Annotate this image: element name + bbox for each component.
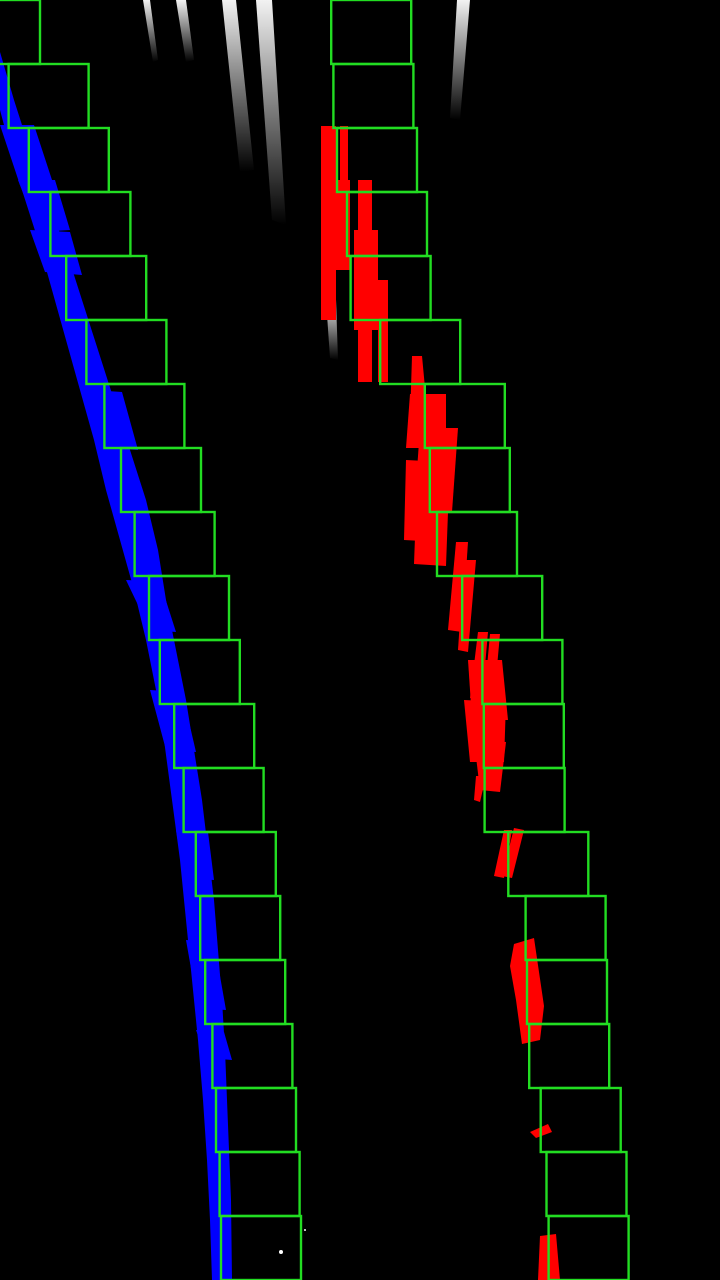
right-lane-blob	[358, 180, 372, 240]
white-streak	[176, 0, 194, 62]
white-speck	[304, 1229, 306, 1231]
right-lane-search-windows	[330, 0, 630, 1280]
white-speck	[279, 1250, 283, 1254]
right-search-window	[379, 318, 462, 386]
right-lane-blob	[354, 230, 378, 330]
white-streak	[450, 0, 470, 120]
left-search-window	[0, 0, 42, 66]
right-lane-blob	[378, 280, 388, 382]
right-lane-pixels	[321, 126, 560, 1280]
right-lane-blob	[474, 776, 486, 802]
right-lane-blob	[358, 320, 372, 382]
right-search-window	[547, 1214, 630, 1280]
unassigned-lane-pixels	[143, 0, 470, 1254]
left-lane-blob	[30, 230, 82, 275]
left-lane-blob	[196, 1030, 232, 1060]
white-streak	[256, 0, 286, 225]
white-streak	[143, 0, 158, 62]
left-search-window	[219, 1214, 303, 1280]
right-lane-blob	[414, 510, 448, 566]
right-lane-blob	[340, 126, 348, 226]
white-streak	[222, 0, 254, 172]
left-lane-blob	[0, 125, 52, 185]
left-lane-search-windows	[0, 0, 303, 1280]
left-lane-blob	[126, 580, 176, 632]
right-lane-blob	[321, 126, 336, 320]
